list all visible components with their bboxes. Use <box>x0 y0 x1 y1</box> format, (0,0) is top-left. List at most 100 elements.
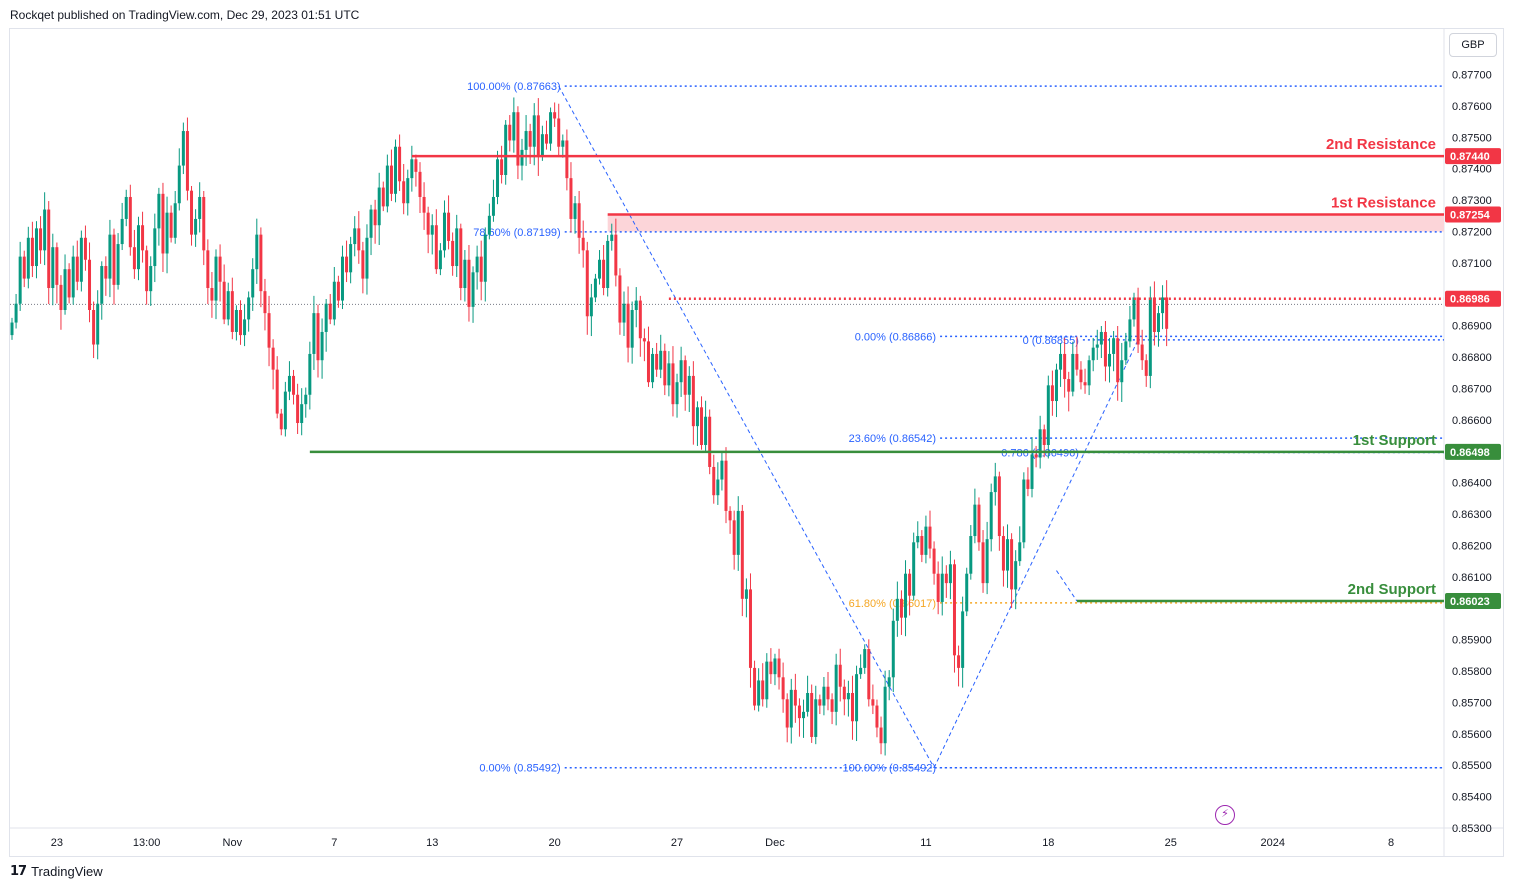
candle <box>255 218 259 284</box>
candle-body <box>1014 561 1018 590</box>
candle <box>516 106 520 180</box>
candle-body <box>769 661 773 675</box>
candle <box>569 162 573 233</box>
candle-body <box>740 510 744 599</box>
candle-body <box>479 256 483 282</box>
candle <box>173 191 177 244</box>
candle-body <box>899 598 903 618</box>
candle-body <box>895 598 899 621</box>
candle <box>879 716 883 755</box>
tradingview-brand: TradingView <box>31 864 103 879</box>
candle-body <box>622 303 626 323</box>
candle-body <box>716 479 720 496</box>
candle-body <box>308 353 312 395</box>
candle-body <box>88 259 92 310</box>
candle-body <box>1071 353 1075 392</box>
candle-body <box>1156 313 1160 332</box>
candle <box>691 361 695 445</box>
y-tick-label: 0.86300 <box>1452 509 1492 521</box>
candle <box>26 226 30 289</box>
candle <box>642 328 646 362</box>
candle-body <box>553 112 557 119</box>
candle <box>875 699 879 738</box>
candle-body <box>136 225 140 270</box>
candle <box>993 462 997 506</box>
fib-label: 0.00% (0.85492) <box>479 763 560 775</box>
lightning-icon[interactable]: ⚡ <box>1215 805 1235 825</box>
currency-button[interactable]: GBP <box>1449 33 1497 57</box>
candle <box>1006 524 1010 588</box>
candle-body <box>846 693 850 700</box>
candle <box>63 254 67 315</box>
candle-body <box>410 159 414 179</box>
candle-body <box>1095 344 1099 348</box>
candle <box>1050 370 1054 416</box>
candle <box>206 239 210 305</box>
candle-body <box>165 212 169 254</box>
candle-body <box>1165 297 1169 329</box>
candle <box>1075 336 1079 376</box>
candle <box>1124 332 1128 365</box>
candle-body <box>177 165 181 204</box>
candle-body <box>520 149 524 166</box>
candle <box>855 665 859 742</box>
y-tick-label: 0.87600 <box>1452 101 1492 113</box>
candle <box>165 196 169 274</box>
candle <box>238 300 242 345</box>
candle-body <box>104 266 108 279</box>
candle <box>977 497 981 551</box>
candle-body <box>141 225 145 251</box>
candle-body <box>683 360 687 395</box>
candle-body <box>802 711 806 719</box>
candle-body <box>267 313 271 348</box>
candle-body <box>528 131 532 147</box>
fib-label: 100.00% (0.87663) <box>467 81 561 93</box>
candle <box>430 214 434 255</box>
candle <box>1014 550 1018 610</box>
candle <box>414 154 418 187</box>
candle-body <box>883 686 887 744</box>
candle <box>989 483 993 552</box>
tradingview-logo[interactable]: 17 TradingView <box>10 864 103 879</box>
candle <box>71 245 75 305</box>
candle-body <box>928 526 932 549</box>
candle <box>59 275 63 330</box>
candle <box>1120 342 1124 402</box>
candle <box>287 361 291 401</box>
candle-body <box>797 705 801 719</box>
candle <box>120 202 124 251</box>
candle-body <box>185 131 189 191</box>
candle-body <box>948 564 952 584</box>
candle <box>553 102 557 127</box>
x-tick-label: Dec <box>765 837 785 849</box>
candle-body <box>190 190 194 235</box>
candle <box>234 305 238 341</box>
candle-body <box>398 146 402 182</box>
candle <box>471 266 475 323</box>
candle <box>283 381 287 437</box>
candle <box>67 263 71 304</box>
candle <box>863 644 867 674</box>
candle-body <box>863 649 867 668</box>
candle-body <box>112 234 116 285</box>
candle <box>336 275 340 308</box>
candle-body <box>145 250 149 292</box>
candle-body <box>279 413 283 430</box>
candle <box>198 182 202 233</box>
candle <box>79 230 83 292</box>
candle-body <box>744 589 748 599</box>
candle-body <box>638 300 642 339</box>
candle-body <box>434 225 438 270</box>
candle <box>924 515 928 564</box>
candle-body <box>1046 385 1050 445</box>
candle <box>826 671 830 711</box>
y-tick-label: 0.86900 <box>1452 321 1492 333</box>
candle-body <box>161 193 165 254</box>
candle-body <box>602 259 606 289</box>
candle-body <box>932 548 936 574</box>
candle <box>145 245 149 305</box>
candle <box>30 221 34 278</box>
candle-body <box>630 309 634 348</box>
candle <box>169 205 173 243</box>
